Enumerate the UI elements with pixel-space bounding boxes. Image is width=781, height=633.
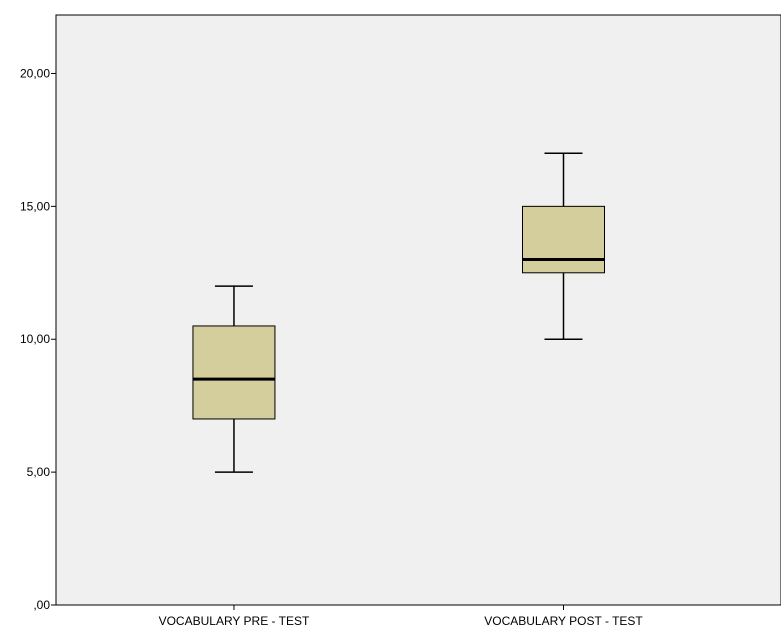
box-series-1: [192, 285, 276, 473]
y-tick-label: 10,00: [20, 332, 50, 346]
y-tick-label: 5,00: [27, 465, 51, 479]
plot-area: [55, 14, 781, 606]
iqr-box: [192, 325, 276, 420]
x-category-label: VOCABULARY PRE - TEST: [159, 614, 310, 628]
boxes: [192, 152, 605, 473]
y-tick-label: 20,00: [20, 66, 50, 80]
y-tick-label: 15,00: [20, 199, 50, 213]
box-series-2: [522, 152, 605, 340]
iqr-box: [522, 205, 605, 274]
x-axis: VOCABULARY PRE - TEST VOCABULARY POST - T…: [159, 605, 643, 628]
x-category-label: VOCABULARY POST - TEST: [484, 614, 643, 628]
y-tick-label: ,00: [33, 598, 50, 612]
y-axis: ,00 5,00 10,00 15,00 20,00: [20, 66, 56, 612]
